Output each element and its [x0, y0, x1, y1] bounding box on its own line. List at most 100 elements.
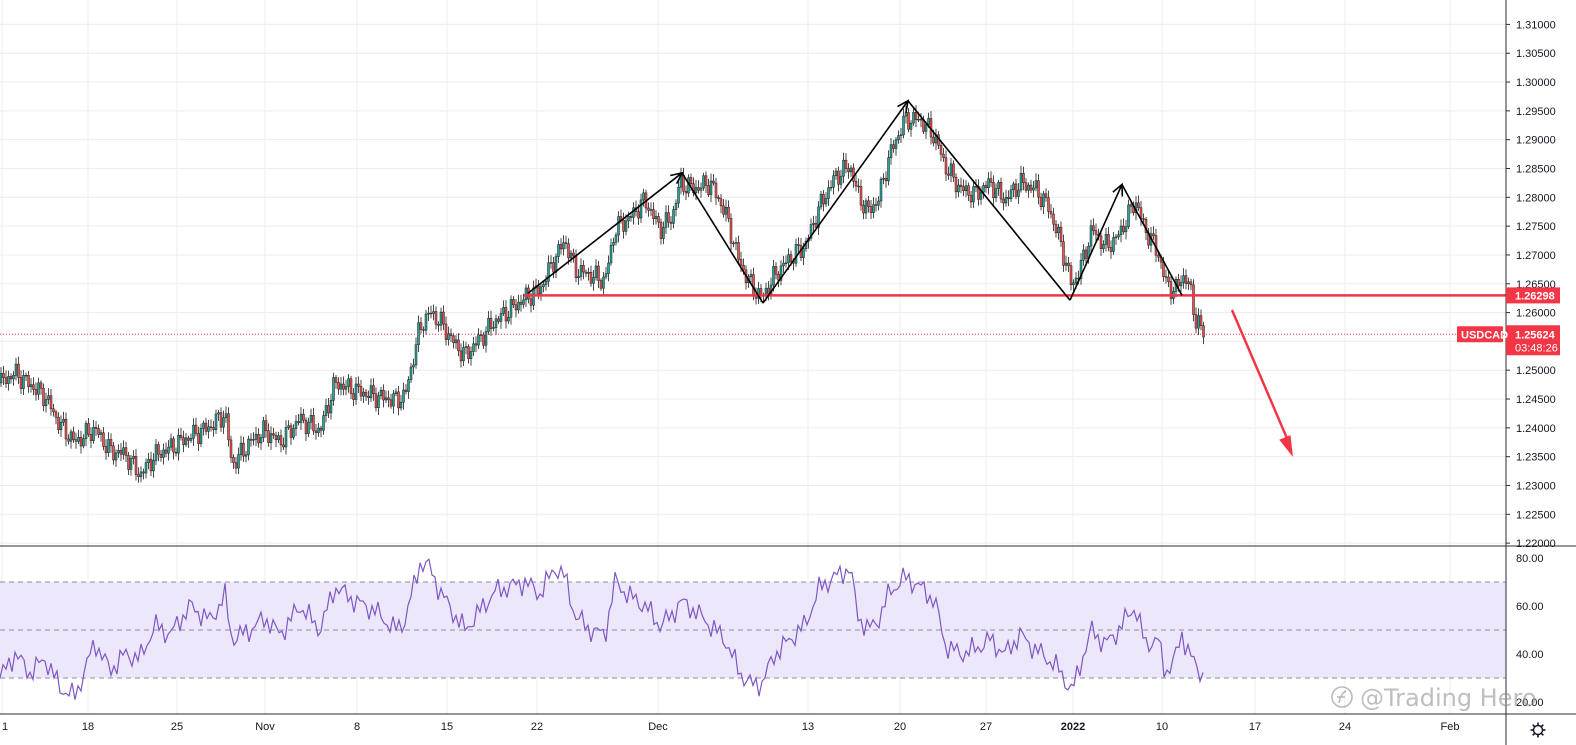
candle-body	[592, 277, 595, 284]
candle-body	[334, 377, 338, 383]
candle-body	[297, 421, 300, 423]
candle-body	[392, 393, 395, 407]
candle-body	[177, 434, 180, 454]
candle-body	[909, 122, 913, 130]
candle-body	[329, 400, 333, 414]
candle-body	[1099, 235, 1103, 250]
candle-body	[197, 433, 200, 444]
candle-body	[1094, 230, 1098, 235]
candle-body	[114, 452, 118, 461]
candle-body	[372, 385, 375, 394]
drawings	[0, 99, 1506, 457]
candle-body	[139, 471, 143, 477]
date-tick-label: 17	[1249, 721, 1261, 733]
candle-body	[787, 254, 790, 264]
candle-body	[907, 112, 910, 130]
candle-body	[1054, 223, 1058, 234]
candle-body	[29, 384, 33, 387]
candle-body	[309, 415, 313, 423]
candle-body	[1009, 189, 1013, 200]
candle-body	[954, 176, 958, 193]
candle-body	[1164, 276, 1168, 278]
candle-body	[942, 153, 945, 158]
candle-body	[1034, 180, 1038, 189]
candle-body	[1127, 204, 1130, 228]
candle-body	[919, 119, 923, 121]
candle-body	[399, 401, 403, 409]
candle-body	[404, 389, 408, 392]
candle-body	[659, 221, 663, 239]
projection-arrow-head	[1279, 435, 1293, 457]
candle-body	[964, 185, 968, 191]
candle-body	[1032, 187, 1035, 191]
candle-body	[1112, 237, 1115, 252]
candle-body	[249, 438, 253, 441]
candle-body	[204, 422, 208, 432]
rsi-pane[interactable]	[0, 545, 1576, 700]
candle-body	[474, 343, 478, 346]
candle-body	[569, 252, 573, 259]
candle-body	[719, 198, 723, 207]
pattern-line	[762, 100, 909, 304]
candle-body	[284, 427, 288, 448]
candle-body	[424, 313, 428, 331]
candle-body	[914, 112, 918, 121]
candle-body	[1192, 284, 1195, 315]
candle-body	[322, 415, 325, 431]
candle-body	[17, 363, 20, 378]
candle-body	[504, 307, 508, 322]
price-tick-label: 1.27000	[1516, 250, 1556, 262]
candle-body	[414, 344, 418, 366]
gear-icon-tooth	[1532, 732, 1536, 736]
candle-body	[172, 438, 175, 453]
candle-body	[99, 432, 103, 435]
candle-body	[304, 419, 308, 434]
rsi-tick-label: 20.00	[1516, 697, 1544, 709]
candle-body	[227, 413, 230, 441]
candle-body	[274, 434, 278, 441]
candle-body	[159, 453, 163, 458]
candle-body	[587, 272, 590, 274]
gear-icon[interactable]	[1530, 722, 1546, 738]
candle-body	[332, 377, 335, 401]
candle-body	[1059, 226, 1063, 242]
candle-body	[422, 329, 425, 331]
candle-body	[742, 264, 745, 271]
candle-body	[117, 450, 120, 454]
rsi-tick-label: 80.00	[1516, 553, 1544, 565]
date-tick-label: 20	[894, 721, 906, 733]
candle-body	[969, 194, 973, 203]
candle-body	[524, 287, 528, 301]
candle-body	[707, 185, 710, 195]
candle-body	[437, 323, 440, 326]
candle-body	[724, 207, 728, 215]
candle-body	[64, 418, 68, 440]
candle-body	[614, 234, 618, 243]
candle-body	[689, 177, 693, 184]
candle-body	[37, 382, 40, 395]
candle-body	[782, 262, 785, 267]
logo-icon-ring	[1331, 686, 1353, 708]
price-tick-label: 1.26000	[1516, 308, 1556, 320]
candle-body	[1014, 183, 1018, 197]
pattern-line	[1121, 184, 1183, 296]
candle-body	[714, 182, 718, 198]
candle-body	[212, 427, 215, 430]
candle-body	[487, 317, 490, 332]
candle-body	[1079, 260, 1083, 279]
candle-body	[1044, 193, 1048, 199]
candle-body	[319, 427, 323, 431]
candle-body	[617, 216, 620, 236]
candle-body	[92, 427, 95, 441]
candle-body	[154, 444, 158, 461]
candle-body	[519, 301, 523, 305]
candle-body	[94, 427, 98, 429]
candle-body	[14, 363, 18, 376]
pattern-line	[527, 172, 683, 294]
candle-body	[79, 436, 83, 447]
candle-body	[232, 457, 235, 463]
gear-icon-ring	[1532, 724, 1544, 736]
candle-body	[239, 442, 243, 455]
candle-body	[1084, 249, 1088, 259]
